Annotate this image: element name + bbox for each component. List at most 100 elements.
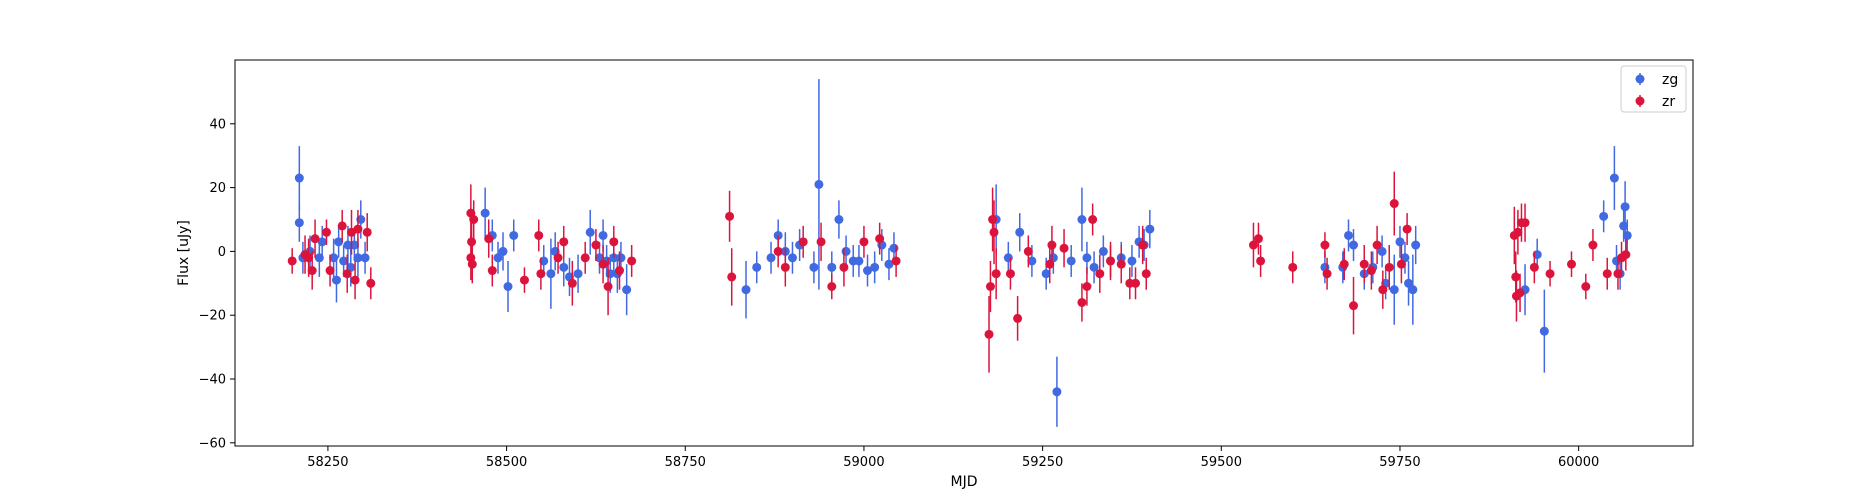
data-point <box>342 269 352 279</box>
data-point <box>1520 218 1530 228</box>
data-point <box>598 230 608 240</box>
data-point <box>834 215 844 225</box>
data-point <box>1005 269 1015 279</box>
data-point <box>546 269 556 279</box>
legend-marker <box>1635 96 1645 106</box>
data-point <box>1366 266 1376 276</box>
data-point <box>1322 269 1332 279</box>
data-point <box>1513 227 1523 237</box>
series-zr <box>287 171 1631 373</box>
data-point <box>1389 199 1399 209</box>
x-tick-label: 58750 <box>665 455 706 470</box>
data-point <box>985 281 995 291</box>
data-point <box>1077 297 1087 307</box>
x-tick-label: 59500 <box>1201 455 1242 470</box>
data-point <box>1344 230 1354 240</box>
data-point <box>366 278 376 288</box>
data-point <box>889 243 899 253</box>
data-point <box>1613 269 1623 279</box>
data-point <box>1248 240 1258 250</box>
data-point <box>859 237 869 247</box>
data-point <box>1138 240 1148 250</box>
data-point <box>1320 240 1330 250</box>
data-point <box>353 253 363 263</box>
data-point <box>1088 215 1098 225</box>
data-point <box>331 275 341 285</box>
data-point <box>809 262 819 272</box>
data-point <box>598 259 608 269</box>
data-point <box>553 253 563 263</box>
data-point <box>334 237 344 247</box>
data-point <box>339 256 349 266</box>
data-point <box>1082 281 1092 291</box>
data-point <box>362 227 372 237</box>
legend-label-zr: zr <box>1662 94 1675 110</box>
x-tick-label: 58250 <box>307 455 348 470</box>
data-point <box>787 253 797 263</box>
data-point <box>585 227 595 237</box>
data-point <box>1384 262 1394 272</box>
data-point <box>559 262 569 272</box>
data-point <box>989 227 999 237</box>
data-point <box>1349 301 1359 311</box>
data-point <box>310 234 320 244</box>
data-point <box>1013 313 1023 323</box>
data-point <box>884 259 894 269</box>
data-point <box>875 234 885 244</box>
x-tick-label: 59750 <box>1379 455 1420 470</box>
data-point <box>766 253 776 263</box>
data-point <box>1059 243 1069 253</box>
data-point <box>615 266 625 276</box>
y-tick-label: 0 <box>218 245 226 260</box>
data-point <box>1588 240 1598 250</box>
data-point <box>814 179 824 189</box>
data-point <box>1288 262 1298 272</box>
legend-label-zg: zg <box>1662 72 1678 88</box>
data-point <box>1098 246 1108 256</box>
data-point <box>1106 256 1116 266</box>
data-point <box>1408 285 1418 295</box>
data-point <box>991 269 1001 279</box>
data-point <box>509 230 519 240</box>
x-tick-label: 59250 <box>1022 455 1063 470</box>
data-point <box>839 262 849 272</box>
data-point <box>493 253 503 263</box>
data-point <box>1127 256 1137 266</box>
data-point <box>1389 285 1399 295</box>
data-point <box>360 253 370 263</box>
data-point <box>1619 221 1629 231</box>
y-axis: −60 −40 −20 0 20 40 <box>199 117 235 451</box>
y-tick-label: −60 <box>199 436 226 451</box>
data-point <box>1349 240 1359 250</box>
data-point <box>1015 227 1025 237</box>
data-point <box>1404 278 1414 288</box>
data-point <box>325 266 335 276</box>
data-point <box>988 215 998 225</box>
y-tick-label: −20 <box>199 309 226 324</box>
x-tick-label: 60000 <box>1558 455 1599 470</box>
data-point <box>536 269 546 279</box>
data-point <box>827 262 837 272</box>
data-point <box>1622 230 1632 240</box>
data-point <box>487 266 497 276</box>
y-tick-label: 20 <box>209 181 226 196</box>
data-point <box>1116 259 1126 269</box>
data-point <box>519 275 529 285</box>
data-point <box>741 285 751 295</box>
data-point <box>870 262 880 272</box>
data-point <box>353 224 363 234</box>
data-point <box>1395 237 1405 247</box>
data-point <box>1359 259 1369 269</box>
data-point <box>1066 256 1076 266</box>
data-point <box>725 211 735 221</box>
data-point <box>798 237 808 247</box>
data-point <box>841 246 851 256</box>
data-point <box>1045 259 1055 269</box>
data-point <box>627 256 637 266</box>
data-point <box>1545 269 1555 279</box>
data-point <box>1372 240 1382 250</box>
data-point <box>294 173 304 183</box>
data-point <box>984 329 994 339</box>
data-point <box>467 237 477 247</box>
data-point <box>343 240 353 250</box>
